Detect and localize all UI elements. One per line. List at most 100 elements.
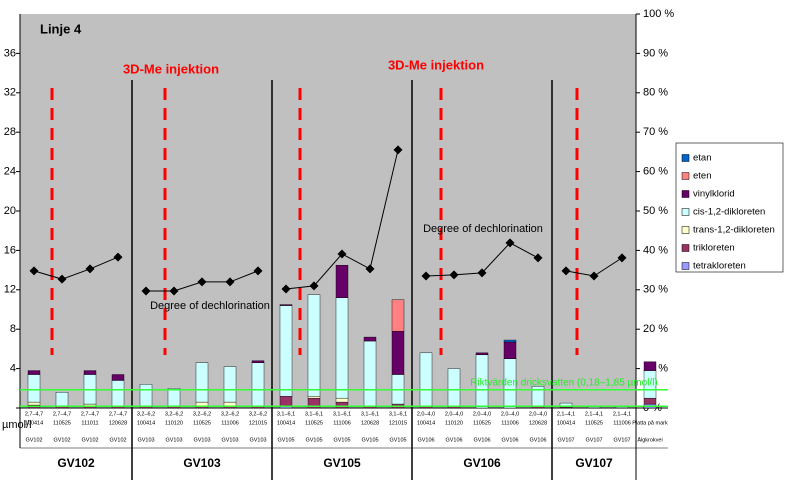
- legend-swatch: [681, 172, 690, 180]
- dechlorination-marker: [337, 249, 347, 259]
- bar-segment: [363, 340, 377, 407]
- bar-segment: [55, 392, 69, 407]
- bar-segment: [419, 352, 433, 407]
- bar-segment: [279, 395, 293, 407]
- dechlorination-marker: [113, 252, 123, 262]
- dechlorination-marker: [449, 270, 459, 280]
- well-label: GV105: [277, 437, 294, 443]
- y2-tick-label: 40 %: [643, 244, 668, 256]
- chart-title: Linje 4: [40, 21, 82, 36]
- well-label: GV106: [445, 437, 462, 443]
- well-label: GV105: [389, 437, 406, 443]
- dechlorination-marker: [505, 238, 515, 248]
- bar-segment: [251, 362, 265, 407]
- category-label: 111006: [333, 420, 351, 426]
- bar-segment: [615, 406, 629, 409]
- group-label: GV106: [463, 456, 501, 470]
- dechlorination-marker: [29, 266, 39, 276]
- annotation: 3D-Me injektion: [123, 61, 219, 76]
- dechlorination-marker: [477, 268, 487, 278]
- category-label: 110120: [445, 420, 463, 426]
- depth-label: 2,1–4,1: [613, 411, 631, 417]
- well-label: GV103: [165, 437, 182, 443]
- dechlorination-marker: [85, 264, 95, 274]
- depth-label: 2,0–4,0: [417, 411, 435, 417]
- bar-segment: [587, 406, 601, 409]
- depth-label: 3,2–6,2: [249, 411, 267, 417]
- category-label: 111006: [613, 420, 631, 426]
- category-label: 100414: [277, 420, 295, 426]
- bar-segment: [559, 402, 573, 408]
- well-label: GV106: [473, 437, 490, 443]
- bar-segment: [447, 368, 461, 407]
- legend-label: trikloreten: [693, 243, 735, 254]
- y2-tick-label: 90 %: [643, 47, 668, 59]
- legend-swatch: [681, 208, 690, 216]
- dechlorination-marker: [197, 277, 207, 287]
- well-label: GV107: [557, 437, 574, 443]
- bar-segment: [391, 299, 405, 332]
- category-label: 110525: [473, 420, 491, 426]
- bar-segment: [643, 397, 657, 405]
- category-label: Platta på mark: [632, 419, 668, 426]
- well-label: Älgkrokvei: [637, 436, 662, 443]
- group-label: GV102: [57, 456, 95, 470]
- bar-segment: [139, 384, 153, 407]
- category-label: 110525: [53, 420, 71, 426]
- category-label: 110525: [585, 420, 603, 426]
- category-label: 100414: [417, 420, 435, 426]
- legend: [675, 142, 784, 273]
- dechlorination-marker: [421, 271, 431, 281]
- depth-label: 2,1–4,1: [557, 411, 575, 417]
- y-tick-label: 20: [4, 205, 16, 217]
- bar-segment: [251, 360, 265, 363]
- y-tick-label: 12: [4, 284, 16, 296]
- bar-segment: [195, 401, 209, 407]
- bar-segment: [223, 401, 237, 407]
- dechlorination-marker: [309, 281, 319, 291]
- well-label: GV105: [305, 437, 322, 443]
- depth-label: 2,0–4,0: [445, 411, 463, 417]
- y2-tick-label: 30 %: [643, 284, 668, 296]
- legend-label: vinylklorid: [693, 189, 735, 200]
- plot-area: [20, 14, 636, 408]
- annotation: 3D-Me injektion: [388, 57, 484, 72]
- bar-segment: [27, 374, 41, 403]
- depth-label: 2,0–4,0: [473, 411, 491, 417]
- dechlorination-marker: [169, 286, 179, 296]
- dechlorination-marker: [281, 284, 291, 294]
- depth-label: 3,1–6,1: [389, 411, 407, 417]
- y2-tick-label: 60 %: [643, 166, 668, 178]
- category-label: 100414: [25, 420, 43, 426]
- category-label: 121015: [249, 420, 267, 426]
- y-tick-label: 36: [4, 47, 16, 59]
- annotation: Riktvärden dricksvatten (0,18–1,85 µmol/…: [470, 378, 658, 389]
- bar-segment: [195, 362, 209, 403]
- legend-swatch: [681, 226, 690, 234]
- depth-label: 2,0–4,0: [529, 411, 547, 417]
- well-label: GV103: [221, 437, 238, 443]
- annotation: Degree of dechlorination: [423, 223, 543, 235]
- legend-label: trans-1,2-dikloreten: [693, 225, 775, 236]
- well-label: GV102: [81, 437, 98, 443]
- depth-label: 2,7–4,7: [53, 411, 71, 417]
- legend-swatch: [681, 190, 690, 198]
- depth-label: 3,1–6,1: [361, 411, 379, 417]
- dechlorination-marker: [57, 274, 67, 284]
- legend-label: etan: [693, 153, 712, 164]
- depth-label: 3,1–6,1: [305, 411, 323, 417]
- legend-swatch: [681, 154, 690, 162]
- depth-label: 3,2–6,2: [193, 411, 211, 417]
- well-label: GV103: [137, 437, 154, 443]
- bar-segment: [307, 294, 321, 397]
- dechlorination-marker: [617, 253, 627, 263]
- group-label: GV105: [323, 456, 361, 470]
- category-label: 111006: [221, 420, 239, 426]
- y-tick-label: 28: [4, 126, 16, 138]
- bar-segment: [307, 395, 321, 399]
- bar-segment: [391, 330, 405, 375]
- depth-label: 3,2–6,2: [137, 411, 155, 417]
- dechlorination-marker: [533, 253, 543, 263]
- depth-label: 3,2–6,2: [221, 411, 239, 417]
- y-tick-label: 32: [4, 87, 16, 99]
